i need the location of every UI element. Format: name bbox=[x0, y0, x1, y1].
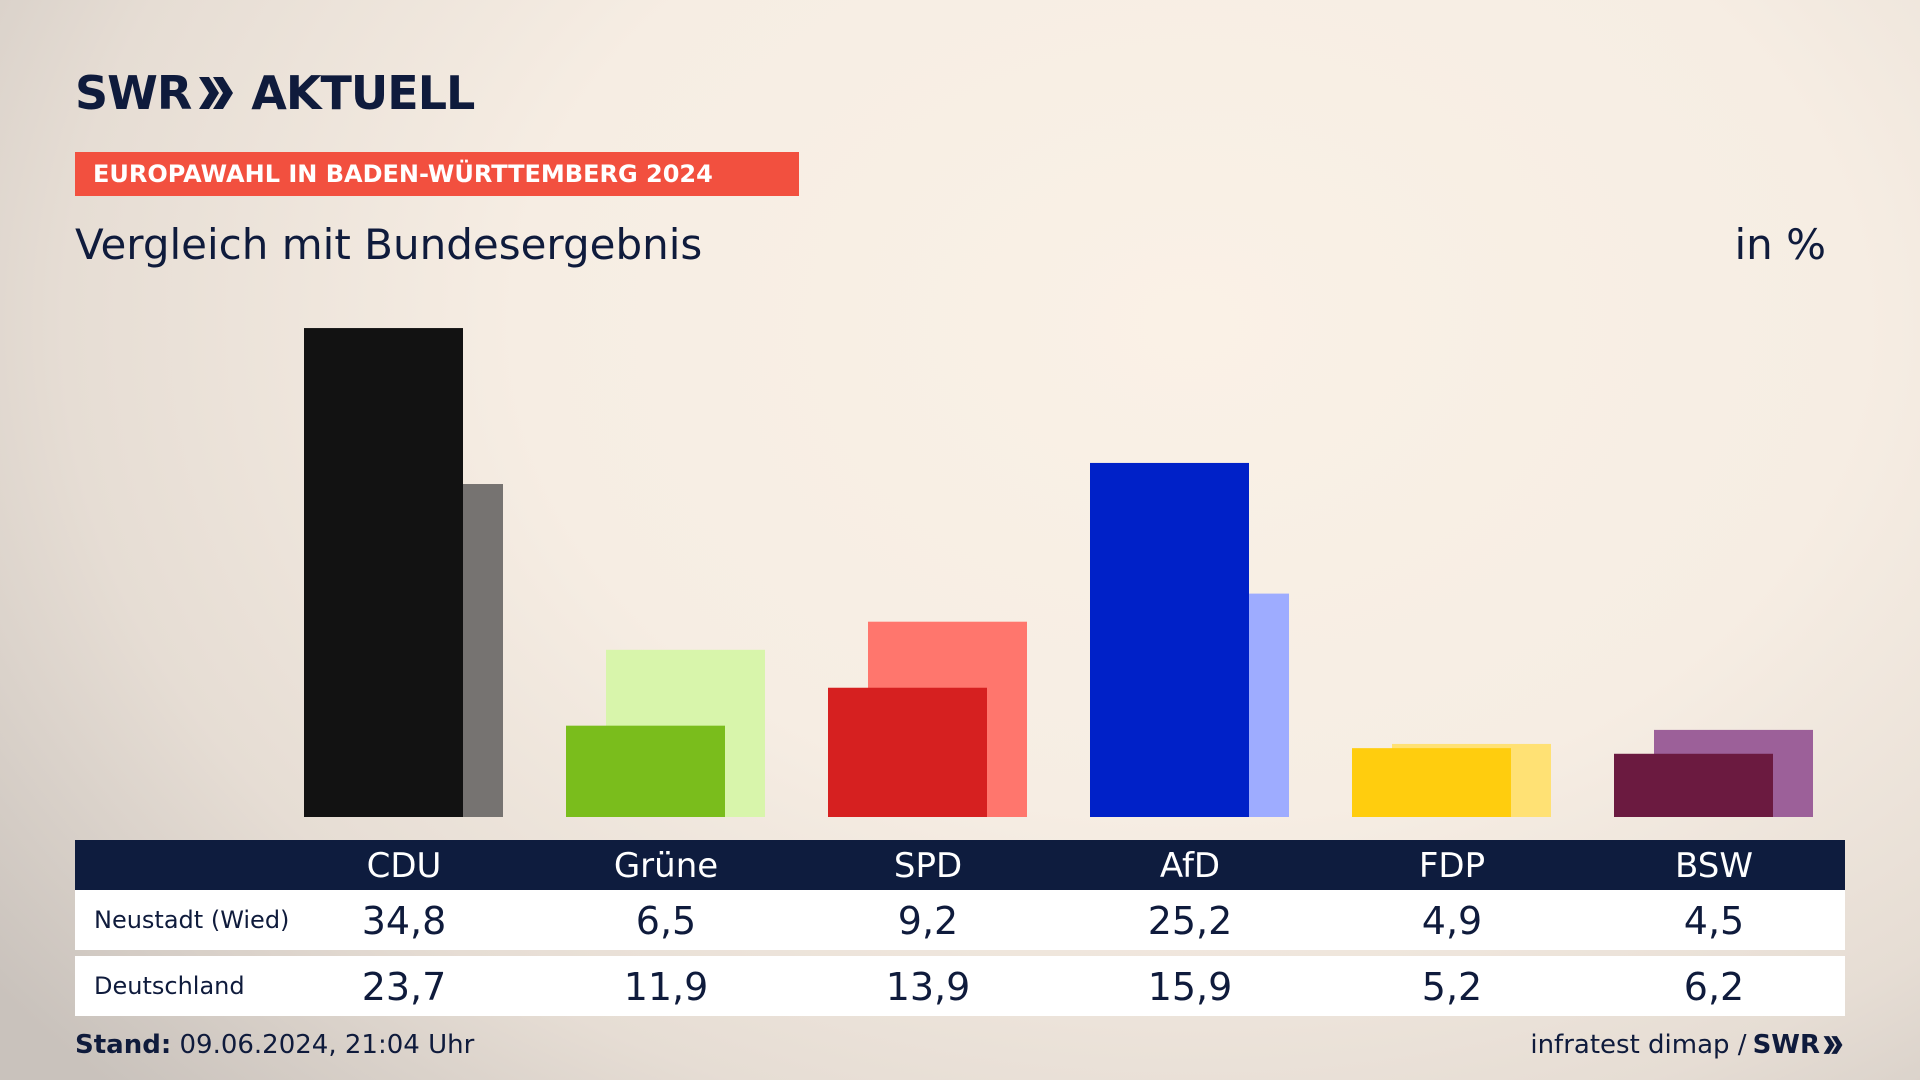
swr-mini-logo: SWR bbox=[1753, 1030, 1844, 1060]
column-header: AfD bbox=[1159, 846, 1221, 886]
source-credit: infratest dimap / SWR bbox=[1530, 1030, 1844, 1060]
timestamp-label: Stand: bbox=[75, 1030, 172, 1060]
double-chevron-icon bbox=[199, 77, 234, 109]
bar-neustadt-fdp bbox=[1352, 748, 1511, 817]
bar-neustadt-cdu bbox=[304, 328, 463, 817]
value-cell: 6,2 bbox=[1683, 965, 1745, 1009]
chart-subtitle: Vergleich mit Bundesergebnis bbox=[75, 220, 703, 269]
value-cell: 6,5 bbox=[635, 899, 697, 943]
election-tag: EUROPAWAHL IN BADEN-WÜRTTEMBERG 2024 bbox=[75, 152, 799, 196]
results-table: CDU Grüne SPD AfD FDP BSW Neustadt (Wied) 34,… bbox=[75, 840, 1845, 1016]
column-header: FDP bbox=[1418, 846, 1486, 886]
row-label: Neustadt (Wied) bbox=[94, 906, 290, 934]
logo-swr-text: SWR bbox=[75, 66, 192, 120]
value-cell: 9,2 bbox=[897, 899, 959, 943]
value-cell: 13,9 bbox=[885, 965, 971, 1009]
table-header: CDU Grüne SPD AfD FDP BSW bbox=[75, 840, 1845, 890]
bar-neustadt-grüne bbox=[566, 725, 725, 817]
value-cell: 4,5 bbox=[1683, 899, 1745, 943]
double-chevron-icon bbox=[1823, 1036, 1843, 1054]
swr-aktuell-logo: SWR AKTUELL bbox=[75, 66, 475, 120]
column-header: Grüne bbox=[613, 846, 719, 886]
unit-label: in % bbox=[1734, 220, 1826, 269]
column-header: CDU bbox=[366, 846, 442, 886]
row-label: Deutschland bbox=[94, 972, 245, 1000]
column-header: BSW bbox=[1675, 846, 1753, 886]
source-text: infratest dimap / bbox=[1530, 1030, 1747, 1060]
bar-neustadt-spd bbox=[828, 687, 987, 817]
value-cell: 11,9 bbox=[623, 965, 709, 1009]
value-cell: 4,9 bbox=[1421, 899, 1483, 943]
value-cell: 25,2 bbox=[1147, 899, 1233, 943]
timestamp: Stand: 09.06.2024, 21:04 Uhr bbox=[75, 1030, 474, 1060]
logo-aktuell-text: AKTUELL bbox=[251, 66, 475, 120]
value-cell: 34,8 bbox=[361, 899, 447, 943]
swr-mini-logo-text: SWR bbox=[1752, 1030, 1820, 1060]
bar-neustadt-afd bbox=[1090, 462, 1249, 817]
value-cell: 15,9 bbox=[1147, 965, 1233, 1009]
table-row: Deutschland 23,7 11,9 13,9 15,9 5,2 6,2 bbox=[75, 956, 1845, 1016]
value-cell: 5,2 bbox=[1421, 965, 1483, 1009]
value-cell: 23,7 bbox=[361, 965, 447, 1009]
timestamp-value: 09.06.2024, 21:04 Uhr bbox=[179, 1030, 475, 1060]
bar-neustadt-bsw bbox=[1614, 753, 1773, 817]
column-header: SPD bbox=[893, 846, 963, 886]
table-row: Neustadt (Wied) 34,8 6,5 9,2 25,2 4,9 4,5 bbox=[75, 890, 1845, 950]
